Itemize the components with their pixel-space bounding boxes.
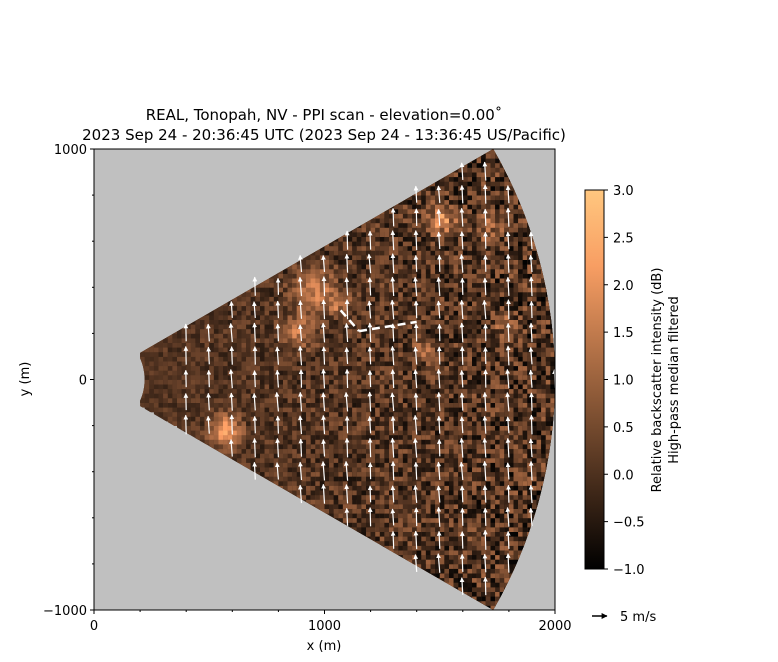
chart-title-line1: REAL, Tonopah, NV - PPI scan - elevation… <box>146 106 503 124</box>
chart-title-line2: 2023 Sep 24 - 20:36:45 UTC (2023 Sep 24 … <box>82 126 566 144</box>
